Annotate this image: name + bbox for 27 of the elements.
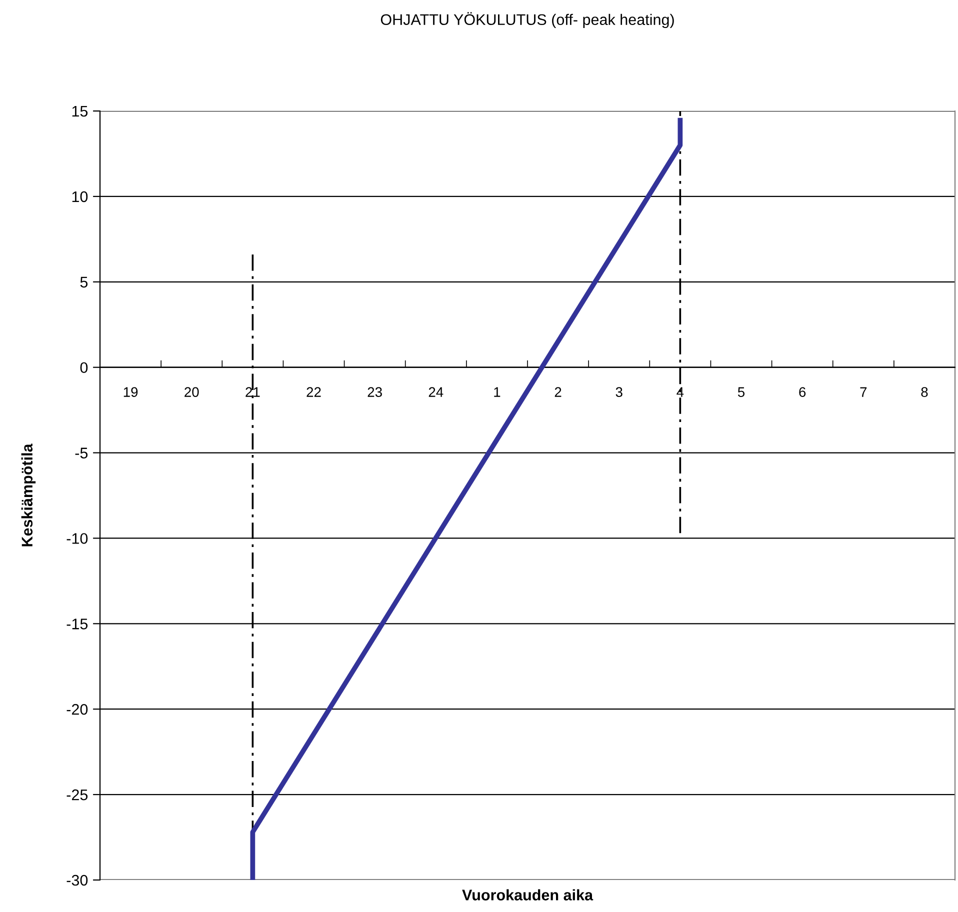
x-tick-label: 20 [184,387,199,397]
x-axis-title: Vuorokauden aika [462,889,594,900]
y-tick-label: -5 [75,448,88,458]
x-tick-label: 21 [246,387,260,397]
y-tick-label: 10 [72,191,88,202]
x-tick-label: 24 [428,387,444,397]
x-tick-label: 22 [306,387,321,397]
y-tick-label: 0 [80,362,88,374]
x-tick-label: 7 [860,387,867,397]
x-tick-label: 23 [368,387,382,397]
x-tick-label: 19 [124,387,138,397]
y-tick-label: -20 [66,704,88,715]
y-tick-label: 15 [72,106,88,117]
x-tick-label: 4 [676,387,684,397]
y-tick-label: -15 [66,618,88,630]
y-tick-label: -10 [66,533,88,544]
x-tick-label: 3 [616,387,622,397]
y-tick-label: 5 [80,276,88,288]
x-tick-label: 1 [494,387,500,397]
chart-title: OHJATTU YÖKULUTUS (off- peak heating) [380,12,674,28]
x-tick-label: 2 [554,387,562,397]
y-axis-title: Keskiämpötila [21,444,36,546]
y-tick-label: -25 [66,789,88,800]
x-tick-label: 8 [921,387,928,397]
y-tick-label: -30 [66,874,88,886]
x-tick-label: 5 [738,387,745,397]
x-tick-label: 6 [799,387,806,397]
